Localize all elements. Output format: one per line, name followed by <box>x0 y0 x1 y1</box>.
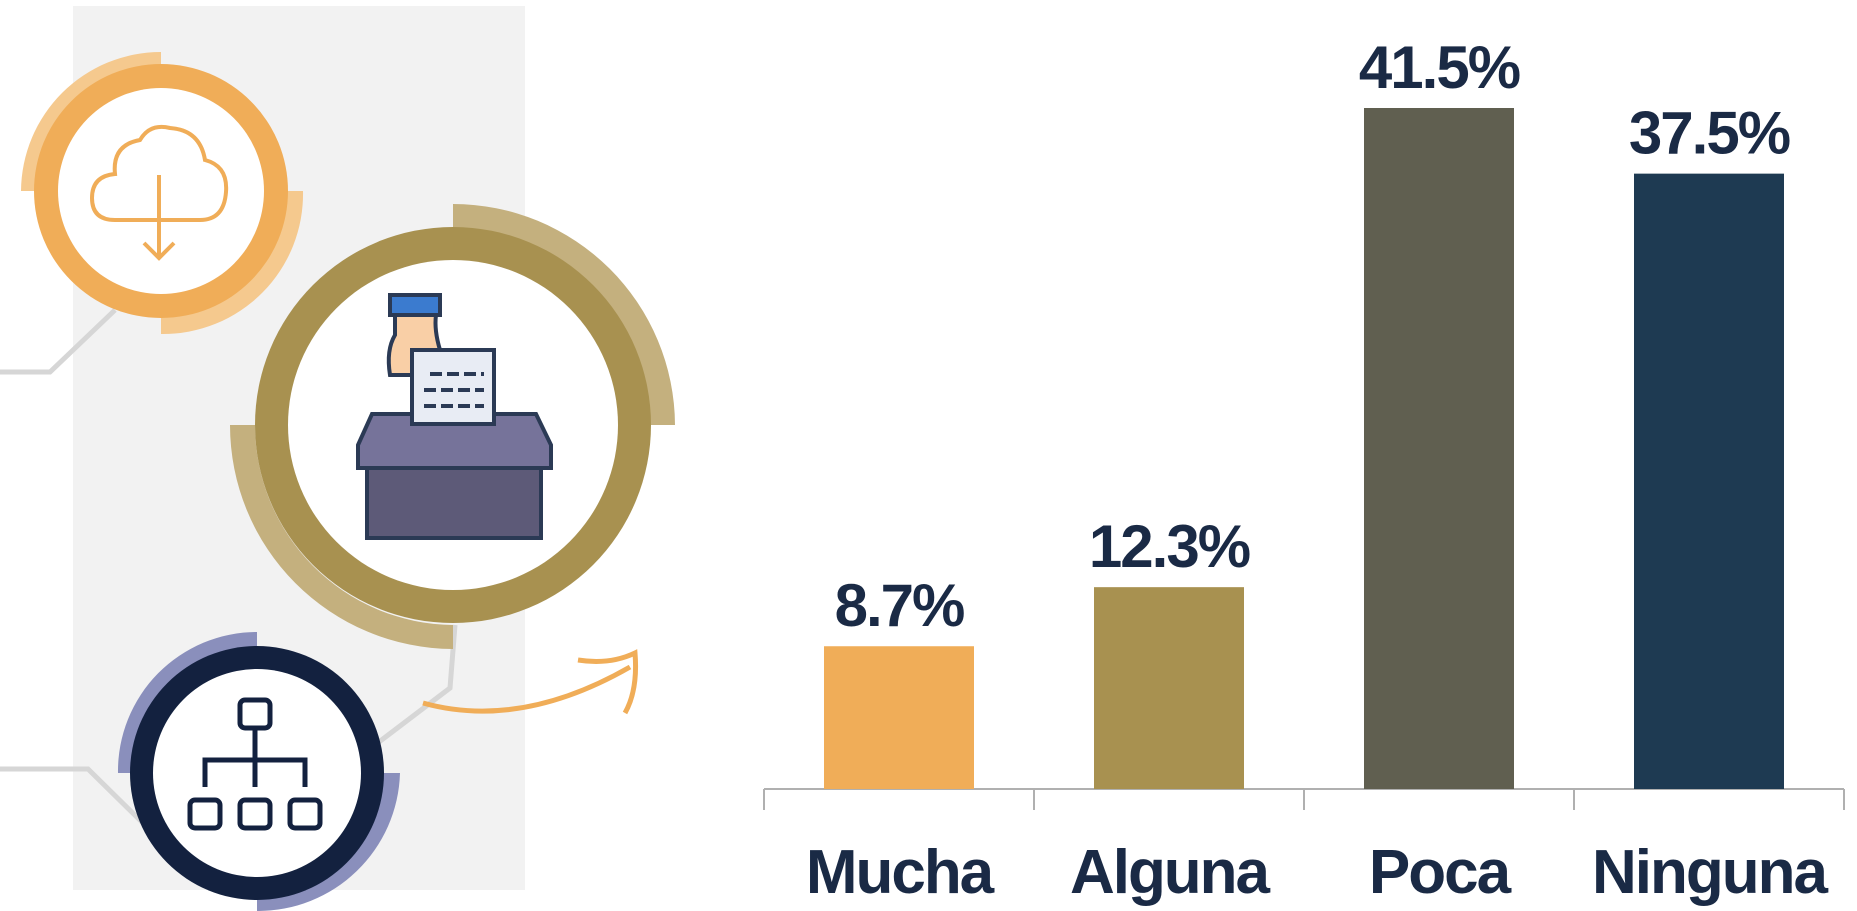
bar-chart: 8.7% Mucha 12.3% Alguna 41.5% Poca 37.5% Ningun… <box>763 34 1845 907</box>
value-label: 37.5% <box>1629 100 1790 167</box>
ballot-lines <box>424 372 484 408</box>
category-label: Poca <box>1369 838 1512 907</box>
download-icon <box>142 175 176 261</box>
arc <box>161 191 304 335</box>
arrow-head <box>577 649 638 715</box>
ballot <box>410 348 496 426</box>
arrow <box>422 664 632 714</box>
value-label: 12.3% <box>1089 513 1250 580</box>
cuff <box>388 293 442 317</box>
value-label: 8.7% <box>835 572 964 639</box>
category-label: Alguna <box>1070 838 1271 907</box>
value-label: 41.5% <box>1359 34 1520 101</box>
ballot-lid <box>356 412 553 470</box>
arc <box>453 204 675 425</box>
bar <box>1634 173 1784 789</box>
cloud-icon <box>89 124 229 222</box>
bar <box>824 646 974 789</box>
connector <box>373 624 458 747</box>
connector <box>0 766 152 832</box>
category-label: Ninguna <box>1592 838 1828 907</box>
org-icon <box>187 697 323 831</box>
category-label: Mucha <box>806 838 995 907</box>
ballot-box <box>365 466 543 540</box>
bar <box>1094 587 1244 789</box>
decoration <box>0 6 675 911</box>
hand <box>386 313 443 377</box>
bar <box>1364 108 1514 789</box>
connector <box>0 308 117 375</box>
arc <box>230 425 453 649</box>
